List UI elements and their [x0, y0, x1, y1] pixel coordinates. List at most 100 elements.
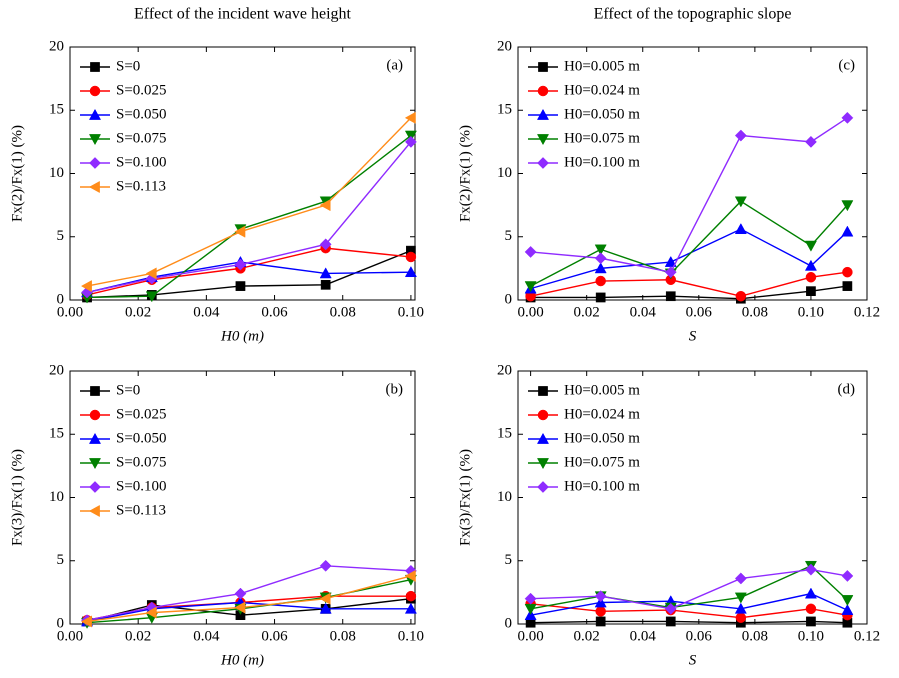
marker — [80, 280, 92, 293]
marker — [735, 612, 747, 623]
marker — [734, 592, 747, 604]
marker — [405, 590, 417, 602]
x-axis-label: S — [689, 652, 697, 668]
y-tick-label: 15 — [49, 426, 64, 442]
y-tick-label: 20 — [49, 38, 64, 54]
marker — [595, 275, 606, 287]
legend-label: S=0.050 — [116, 430, 167, 446]
marker — [734, 129, 747, 142]
marker — [319, 559, 332, 572]
marker — [319, 602, 332, 614]
y-axis-label: Fx(2)/Fx(1) (%) — [457, 125, 473, 222]
legend-label: S=0.025 — [116, 406, 167, 422]
marker — [145, 267, 157, 280]
marker — [404, 266, 417, 278]
y-tick-label: 15 — [497, 426, 512, 442]
legend-label: S=0.100 — [116, 154, 167, 170]
legend-label: S=0.100 — [116, 478, 167, 494]
legend-marker — [88, 432, 102, 444]
series-line — [530, 603, 848, 619]
x-tick-label: 0.04 — [193, 304, 220, 320]
series-line — [530, 564, 848, 610]
y-axis-label: Fx(3)/Fx(1) (%) — [457, 449, 473, 546]
x-tick-label: 0.02 — [574, 304, 600, 320]
x-tick-label: 0.08 — [330, 628, 356, 644]
x-tick-label: 0.12 — [854, 628, 880, 644]
y-tick-label: 5 — [57, 228, 65, 244]
legend-marker — [88, 108, 102, 120]
marker — [405, 251, 417, 263]
marker — [145, 606, 157, 619]
legend-label: S=0.025 — [116, 82, 167, 98]
legend-marker — [90, 62, 100, 72]
y-tick-label: 20 — [497, 38, 512, 54]
series-line — [530, 228, 848, 290]
marker — [804, 135, 817, 148]
marker — [595, 292, 606, 303]
y-tick-label: 20 — [497, 362, 512, 378]
panel-label: (c) — [838, 57, 855, 73]
marker — [734, 572, 747, 585]
series-line — [530, 568, 848, 610]
marker — [841, 225, 854, 237]
marker — [319, 238, 332, 251]
marker — [734, 223, 747, 235]
legend-label: H0=0.005 m — [564, 58, 640, 74]
panel-title: Effect of the topographic slope — [594, 6, 792, 23]
legend-marker — [89, 85, 101, 97]
x-axis-label: S — [689, 328, 697, 344]
x-tick-label: 0.10 — [798, 628, 824, 644]
x-tick-label: 0.10 — [798, 304, 824, 320]
x-tick-label: 0.10 — [398, 304, 424, 320]
y-axis-label: Fx(3)/Fx(1) (%) — [9, 449, 25, 546]
legend-label: H0=0.024 m — [564, 82, 640, 98]
legend-label: S=0.113 — [116, 502, 166, 518]
legend-label: S=0.113 — [116, 178, 166, 194]
plot-frame — [69, 370, 416, 625]
marker — [595, 616, 606, 627]
legend-marker — [88, 134, 102, 146]
legend-label: H0=0.075 m — [564, 130, 640, 146]
y-tick-label: 0 — [57, 291, 65, 307]
series-line — [530, 592, 848, 616]
marker — [319, 199, 331, 212]
marker — [841, 595, 854, 607]
marker — [665, 616, 676, 627]
legend-label: S=0 — [116, 58, 140, 74]
marker — [595, 606, 606, 617]
marker — [319, 267, 332, 279]
marker — [404, 111, 416, 124]
x-tick-label: 0.02 — [125, 304, 151, 320]
marker — [145, 291, 158, 303]
x-axis-label: H0 (m) — [220, 328, 264, 344]
x-tick-label: 0.04 — [193, 628, 220, 644]
legend-label: H0=0.005 m — [564, 382, 640, 398]
marker — [524, 245, 537, 258]
marker — [734, 196, 747, 208]
x-tick-label: 0.00 — [517, 304, 543, 320]
y-tick-label: 5 — [57, 552, 65, 568]
legend-marker — [536, 432, 550, 444]
legend-marker — [88, 458, 102, 470]
marker — [804, 587, 817, 599]
x-tick-label: 0.00 — [57, 628, 83, 644]
marker — [664, 602, 677, 615]
marker — [806, 616, 816, 627]
y-tick-label: 5 — [505, 228, 513, 244]
y-tick-label: 0 — [505, 615, 513, 631]
marker — [665, 291, 676, 302]
y-tick-label: 0 — [57, 615, 65, 631]
legend-label: S=0.050 — [116, 106, 167, 122]
plot-frame — [517, 370, 868, 625]
y-axis-label: Fx(2)/Fx(1) (%) — [9, 125, 25, 222]
marker — [594, 590, 607, 603]
x-tick-label: 0.02 — [574, 628, 600, 644]
panel-label: (a) — [386, 57, 403, 73]
panel-label: (b) — [386, 381, 404, 397]
x-tick-label: 0.06 — [261, 304, 288, 320]
legend-label: H0=0.024 m — [564, 406, 640, 422]
marker — [804, 240, 817, 252]
marker — [320, 279, 331, 290]
marker — [524, 281, 537, 293]
marker — [404, 569, 416, 582]
